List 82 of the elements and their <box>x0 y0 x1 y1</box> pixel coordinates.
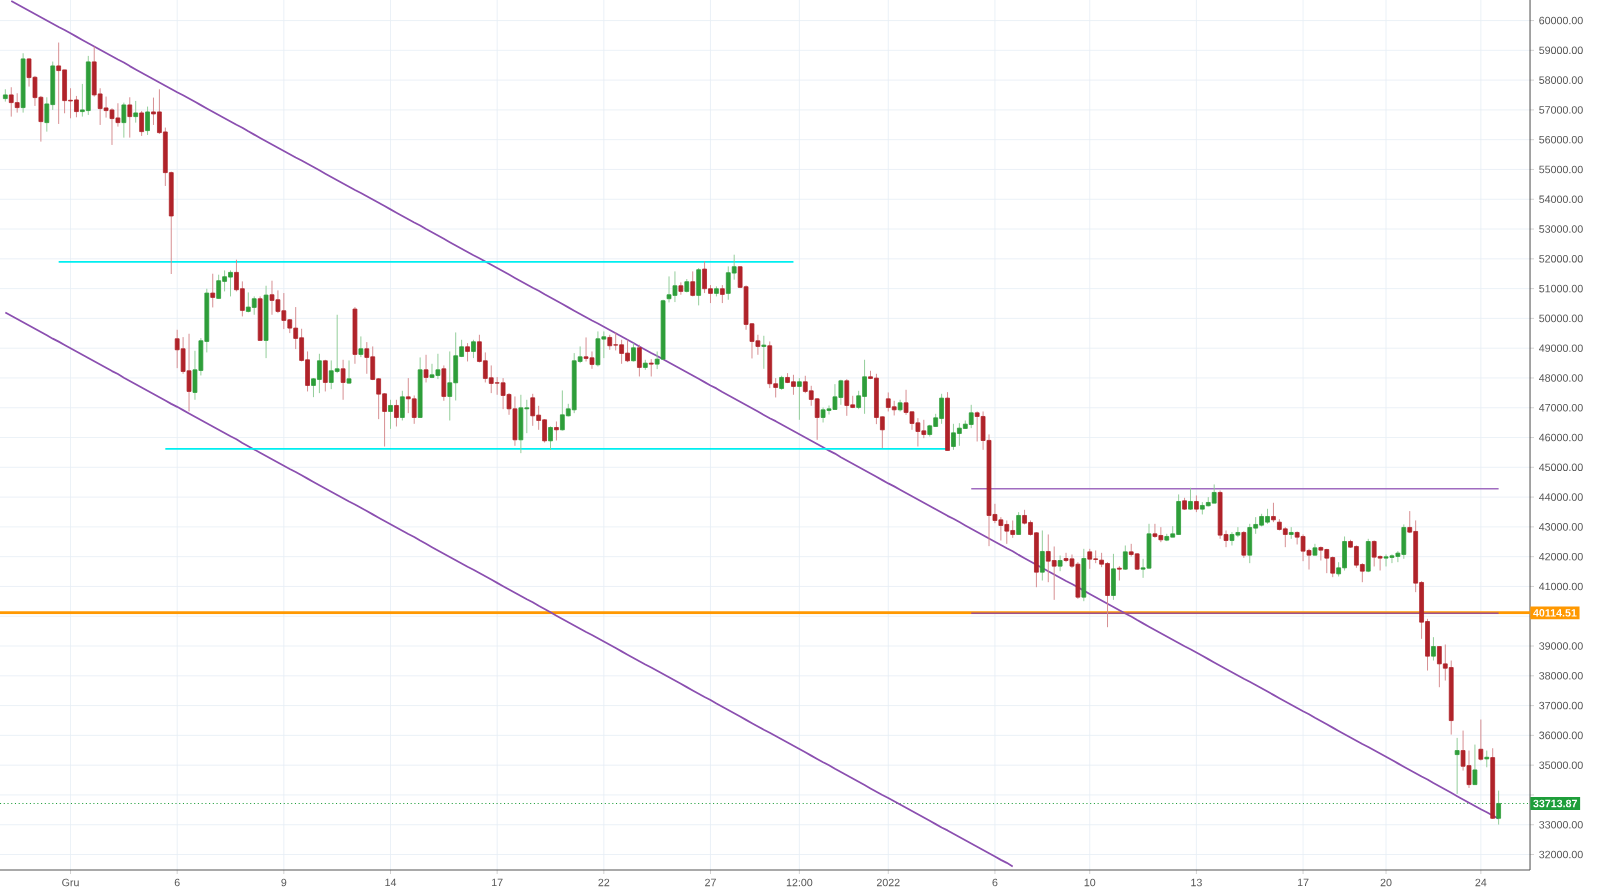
y-tick-label: 47000.00 <box>1538 403 1583 412</box>
candlestick <box>394 399 399 427</box>
y-tick-label: 57000.00 <box>1539 106 1583 114</box>
candlestick <box>548 426 553 451</box>
x-tick-label: 24 <box>1475 878 1487 887</box>
y-tick-label: 41000.00 <box>1538 582 1583 591</box>
x-tick-label: Gru <box>62 878 79 887</box>
y-tick-label: 46000.00 <box>1538 433 1583 442</box>
x-tick-label: 13 <box>1191 878 1202 887</box>
y-tick-label: 35000.00 <box>1539 761 1583 769</box>
x-tick-label: 9 <box>281 878 287 887</box>
candlestick <box>1122 545 1128 571</box>
candlestick <box>761 335 767 370</box>
candlestick <box>1117 565 1122 581</box>
y-tick-label: 59000.00 <box>1539 46 1583 55</box>
candlestick <box>1241 530 1247 559</box>
candlestick <box>133 100 139 124</box>
candlestick <box>1478 719 1484 762</box>
candlestick <box>719 284 725 304</box>
x-tick-label: 22 <box>598 878 610 887</box>
ref-line-label: 33713.87 <box>1533 799 1577 808</box>
candlestick <box>471 339 476 359</box>
candlestick <box>637 344 642 377</box>
x-tick-label: 17 <box>492 878 503 887</box>
candlestick <box>423 354 429 383</box>
candlestick <box>1188 487 1193 511</box>
x-tick-label: 27 <box>705 878 716 887</box>
candlestick <box>1454 737 1460 795</box>
y-tick-label: 48000.00 <box>1538 374 1583 382</box>
candlestick <box>1431 636 1436 661</box>
candlestick <box>340 359 346 401</box>
y-tick-label: 52000.00 <box>1539 255 1583 263</box>
y-tick-label: 37000.00 <box>1539 701 1583 710</box>
candlestick <box>1496 790 1501 826</box>
y-tick-label: 45000.00 <box>1538 463 1583 472</box>
candlestick <box>1039 530 1045 581</box>
y-tick-label: 58000.00 <box>1539 76 1583 84</box>
y-tick-label: 54000.00 <box>1539 195 1583 204</box>
y-tick-label: 39000.00 <box>1539 642 1583 650</box>
candlestick <box>1057 555 1063 572</box>
y-tick-label: 60000.00 <box>1539 16 1583 25</box>
x-tick-label: 12:00 <box>786 878 813 887</box>
y-tick-label: 36000.00 <box>1539 731 1583 740</box>
y-tick-label: 33000.00 <box>1539 820 1583 829</box>
candlestick <box>127 96 133 139</box>
y-tick-label: 53000.00 <box>1539 225 1583 233</box>
candlestick <box>139 110 144 137</box>
y-tick-label: 51000.00 <box>1539 284 1583 293</box>
x-tick-label: 14 <box>385 878 397 887</box>
y-tick-label: 42000.00 <box>1538 552 1583 561</box>
candlestick <box>358 335 364 358</box>
candlestick <box>346 359 352 385</box>
candlestick <box>797 377 802 421</box>
y-tick-label: 32000.00 <box>1539 850 1583 859</box>
ref-line-label: 40114.51 <box>1533 609 1577 617</box>
x-tick-label: 6 <box>174 878 180 887</box>
candlestick <box>1016 511 1021 535</box>
candlestick <box>554 421 559 441</box>
candlestick <box>388 399 393 430</box>
y-tick-label: 55000.00 <box>1539 165 1583 174</box>
candlestick <box>678 281 684 296</box>
candlestick <box>121 102 127 139</box>
line-series <box>4 311 1014 868</box>
candlestick <box>145 106 150 136</box>
candlestick <box>322 359 328 392</box>
candlestick <box>690 270 696 297</box>
candlestick <box>1472 744 1478 786</box>
candlestick <box>1271 502 1276 523</box>
y-tick-label: 38000.00 <box>1539 672 1583 680</box>
x-tick-label: 20 <box>1380 878 1392 887</box>
y-tick-label: 44000.00 <box>1538 493 1583 501</box>
x-tick-label: 2022 <box>876 878 900 887</box>
x-tick-label: 17 <box>1297 878 1309 887</box>
x-tick-label: 10 <box>1084 878 1096 887</box>
y-tick-label: 56000.00 <box>1539 135 1583 144</box>
x-tick-label: 6 <box>992 878 998 887</box>
y-tick-label: 43000.00 <box>1538 523 1583 531</box>
candlestick <box>210 273 216 308</box>
candlestick <box>465 342 470 362</box>
y-tick-label: 49000.00 <box>1538 344 1583 352</box>
y-tick-label: 50000.00 <box>1539 314 1583 323</box>
candlestick <box>400 390 405 421</box>
